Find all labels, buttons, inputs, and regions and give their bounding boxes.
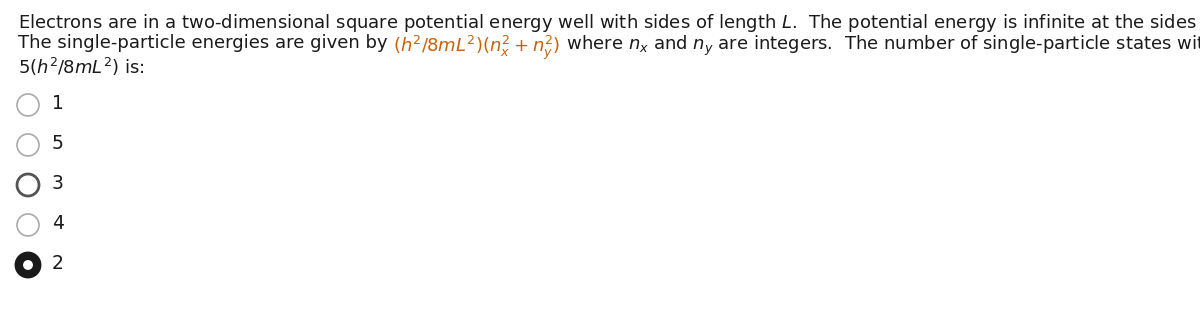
Ellipse shape bbox=[17, 254, 38, 276]
Text: Electrons are in a two-dimensional square potential energy well with sides of le: Electrons are in a two-dimensional squar… bbox=[18, 12, 1200, 34]
Text: 2: 2 bbox=[52, 254, 64, 273]
Text: where $n_x$ and $n_y$ are integers.  The number of single-particle states with e: where $n_x$ and $n_y$ are integers. The … bbox=[560, 34, 1200, 58]
Text: 5: 5 bbox=[52, 134, 64, 153]
Ellipse shape bbox=[17, 214, 38, 236]
Ellipse shape bbox=[17, 174, 38, 196]
Ellipse shape bbox=[23, 260, 32, 270]
Ellipse shape bbox=[17, 94, 38, 116]
Text: 4: 4 bbox=[52, 214, 64, 233]
Text: 1: 1 bbox=[52, 94, 64, 113]
Text: $5(h^2/8mL^2)$ is:: $5(h^2/8mL^2)$ is: bbox=[18, 56, 145, 78]
Text: $(h^2/8mL^2)(n_x^2 + n_y^2)$: $(h^2/8mL^2)(n_x^2 + n_y^2)$ bbox=[394, 34, 560, 62]
Text: 3: 3 bbox=[52, 174, 64, 193]
Ellipse shape bbox=[17, 134, 38, 156]
Text: The single-particle energies are given by: The single-particle energies are given b… bbox=[18, 34, 394, 52]
